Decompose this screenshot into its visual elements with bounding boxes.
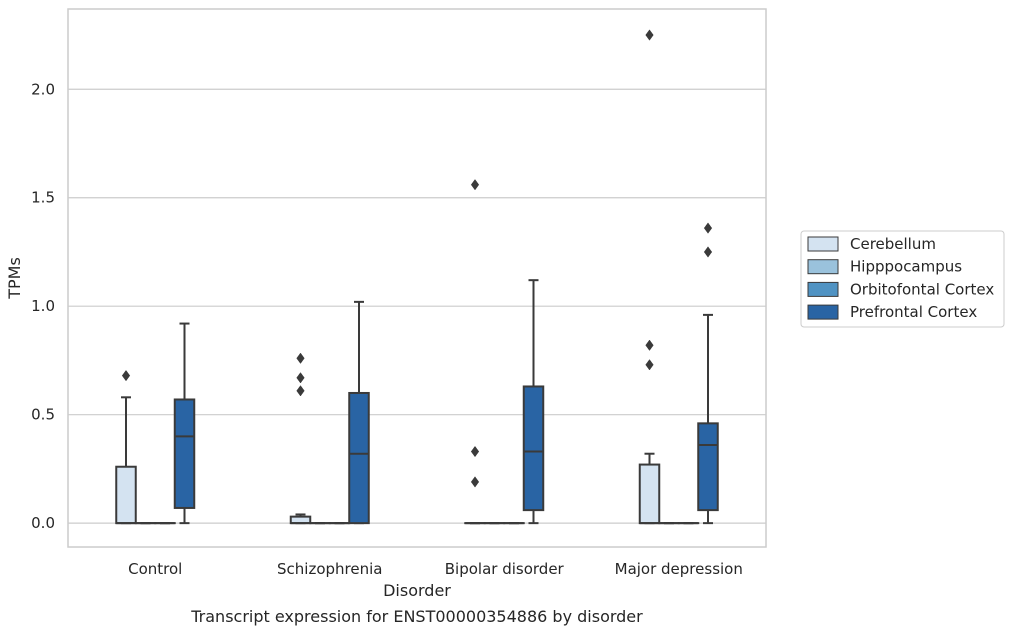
box	[638, 463, 661, 525]
legend-label: Hipppocampus	[850, 258, 962, 276]
outlier-point	[703, 246, 713, 258]
outlier-point	[470, 179, 480, 191]
box-group	[697, 222, 719, 525]
legend-item: Hipppocampus	[807, 258, 962, 276]
legend-swatch	[807, 259, 839, 275]
box-group	[638, 29, 661, 525]
box	[173, 398, 196, 509]
box-group	[289, 352, 312, 525]
outlier-point	[121, 369, 131, 382]
y-axis-ticks: 0.0 0.5 1.0 1.5 2.0	[31, 80, 55, 532]
legend-swatch	[807, 304, 839, 320]
box-group	[464, 179, 486, 525]
box	[348, 391, 370, 525]
outlier-point	[645, 339, 654, 351]
box	[522, 385, 545, 512]
legend-item: Prefrontal Cortex	[807, 303, 977, 321]
x-tick-label: Bipolar disorder	[445, 560, 565, 578]
y-tick-label: 1.0	[31, 297, 55, 315]
legend-item: Cerebellum	[807, 235, 936, 253]
legend-label: Orbitofontal Cortex	[850, 280, 994, 298]
box-group	[348, 300, 370, 525]
outlier-point	[296, 352, 305, 364]
legend-swatch	[807, 236, 839, 252]
x-tick-label: Major depression	[615, 560, 743, 578]
legend-item: Orbitofontal Cortex	[807, 280, 994, 298]
outlier-point	[703, 222, 713, 234]
box-group	[115, 369, 137, 525]
box-group	[173, 322, 196, 525]
legend-label: Prefrontal Cortex	[850, 303, 977, 321]
box-group	[522, 279, 545, 525]
x-tick-label: Schizophrenia	[277, 560, 382, 578]
boxes	[115, 29, 719, 525]
outlier-point	[470, 476, 480, 488]
outlier-point	[296, 385, 305, 397]
legend-frame	[800, 230, 1005, 328]
chart-title: Transcript expression for ENST0000035488…	[190, 607, 643, 626]
y-tick-label: 0.0	[31, 514, 55, 532]
y-axis-label: TPMs	[5, 257, 24, 300]
outlier-point	[470, 445, 480, 458]
outlier-point	[296, 372, 305, 384]
legend: Cerebellum Hipppocampus Orbitofontal Corte…	[800, 230, 1005, 328]
x-axis-label: Disorder	[383, 581, 451, 600]
outlier-point	[645, 359, 654, 371]
legend-swatch	[807, 281, 839, 297]
legend-label: Cerebellum	[850, 235, 936, 253]
y-tick-label: 0.5	[31, 406, 55, 424]
y-tick-label: 1.5	[31, 189, 55, 207]
box	[697, 422, 719, 512]
outlier-point	[645, 29, 654, 41]
x-axis-ticks: Control Schizophrenia Bipolar disorder Majo…	[128, 560, 743, 578]
x-tick-label: Control	[128, 560, 182, 578]
box	[115, 465, 137, 525]
y-tick-label: 2.0	[31, 80, 55, 98]
